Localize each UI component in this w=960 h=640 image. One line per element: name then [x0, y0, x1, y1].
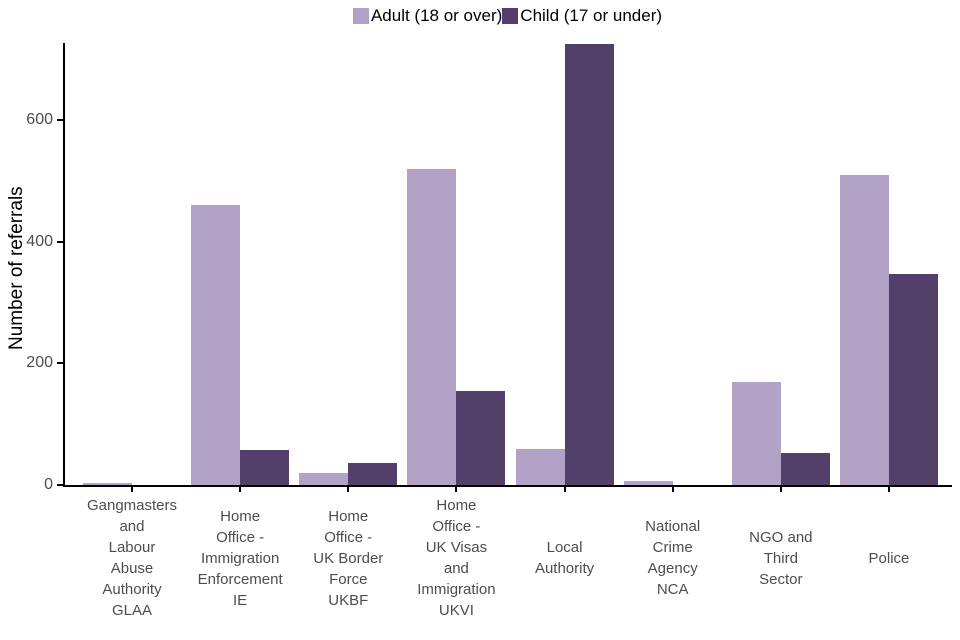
y-tick-label: 600	[26, 111, 53, 129]
y-tick-label: 400	[26, 232, 53, 250]
y-axis-title: Number of referrals	[6, 186, 27, 350]
bar-adult-0	[83, 483, 132, 485]
bar-adult-6	[731, 381, 781, 485]
y-tick	[57, 240, 63, 243]
y-tick	[57, 484, 63, 486]
bar-child-3	[456, 390, 506, 485]
legend: Adult (18 or over) Child (17 or under)	[63, 6, 952, 26]
x-axis-label-5: National Crime Agency NCA	[645, 518, 701, 598]
x-axis-label-4: Local Authority	[534, 539, 595, 577]
bar-adult-7	[839, 174, 889, 485]
legend-swatch-child	[502, 8, 519, 24]
x-tick	[455, 487, 458, 492]
y-tick-label: 200	[26, 354, 53, 372]
bar-child-6	[780, 452, 830, 485]
bar-adult-2	[299, 472, 349, 485]
bar-adult-4	[515, 448, 565, 485]
x-tick	[347, 487, 350, 492]
x-tick	[563, 487, 566, 492]
x-axis-label-3: Home Office - UK Visas and Immigration U…	[417, 497, 496, 619]
x-tick	[887, 487, 890, 492]
y-tick-label: 0	[44, 476, 53, 493]
legend-label-child: Child (17 or under)	[520, 6, 663, 25]
y-tick	[57, 119, 63, 122]
x-axis-label-6: NGO and Third Sector	[749, 528, 813, 588]
x-axis-label-2: Home Office - UK Border Force UKBF	[313, 507, 384, 609]
legend-label-adult: Adult (18 or over)	[370, 6, 503, 25]
x-tick	[671, 487, 674, 492]
x-tick	[131, 487, 133, 492]
x-tick	[779, 487, 782, 492]
bar-child-2	[348, 463, 398, 485]
bar-child-7	[888, 274, 938, 485]
bar-adult-5	[623, 481, 673, 485]
x-tick	[239, 487, 242, 492]
legend-swatch-adult	[352, 8, 369, 24]
bar-child-1	[240, 450, 290, 485]
y-tick	[57, 362, 63, 365]
bar-adult-3	[407, 168, 457, 485]
bar-adult-1	[191, 205, 241, 485]
x-axis-label-7: Police	[868, 549, 910, 567]
bar-child-4	[564, 44, 614, 485]
x-axis-label-1: Home Office - Immigration Enforcement IE	[197, 507, 283, 609]
plot-area	[63, 43, 952, 487]
x-axis-label-0: Gangmasters and Labour Abuse Authority G…	[86, 497, 178, 619]
